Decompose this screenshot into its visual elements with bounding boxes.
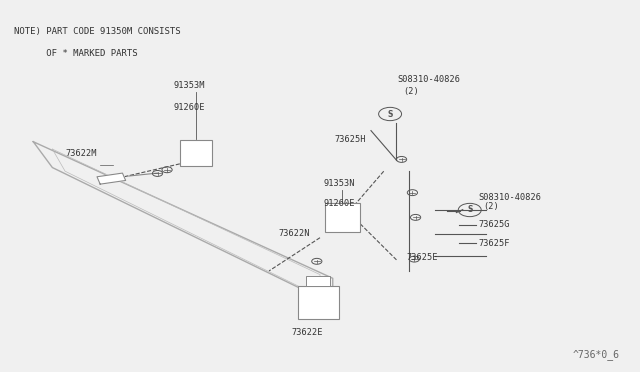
Text: S08310-40826: S08310-40826 <box>478 193 541 202</box>
Bar <box>180 140 212 166</box>
Text: 73625E: 73625E <box>406 253 438 262</box>
Text: 73622M: 73622M <box>65 149 97 158</box>
Text: S: S <box>467 205 472 215</box>
Text: 73622N: 73622N <box>278 229 310 238</box>
Text: 91353M: 91353M <box>173 81 205 90</box>
Text: S: S <box>387 109 393 119</box>
Text: 73625H: 73625H <box>334 135 366 144</box>
Text: 73625G: 73625G <box>478 220 509 229</box>
Polygon shape <box>97 173 125 184</box>
Text: 91260E: 91260E <box>324 199 355 208</box>
Text: NOTE) PART CODE 91350M CONSISTS: NOTE) PART CODE 91350M CONSISTS <box>14 27 180 36</box>
Text: ^736*0_6: ^736*0_6 <box>573 349 620 359</box>
Text: 91353N: 91353N <box>324 179 355 188</box>
Text: 73622E: 73622E <box>291 328 323 337</box>
Text: (2): (2) <box>483 202 499 211</box>
Bar <box>298 286 339 319</box>
Bar <box>324 203 360 232</box>
Text: S08310-40826: S08310-40826 <box>397 76 461 84</box>
Bar <box>306 276 330 286</box>
Text: 91260E: 91260E <box>173 103 205 112</box>
Text: OF * MARKED PARTS: OF * MARKED PARTS <box>14 49 138 58</box>
Text: 73625F: 73625F <box>478 239 509 248</box>
Text: (2): (2) <box>403 87 419 96</box>
